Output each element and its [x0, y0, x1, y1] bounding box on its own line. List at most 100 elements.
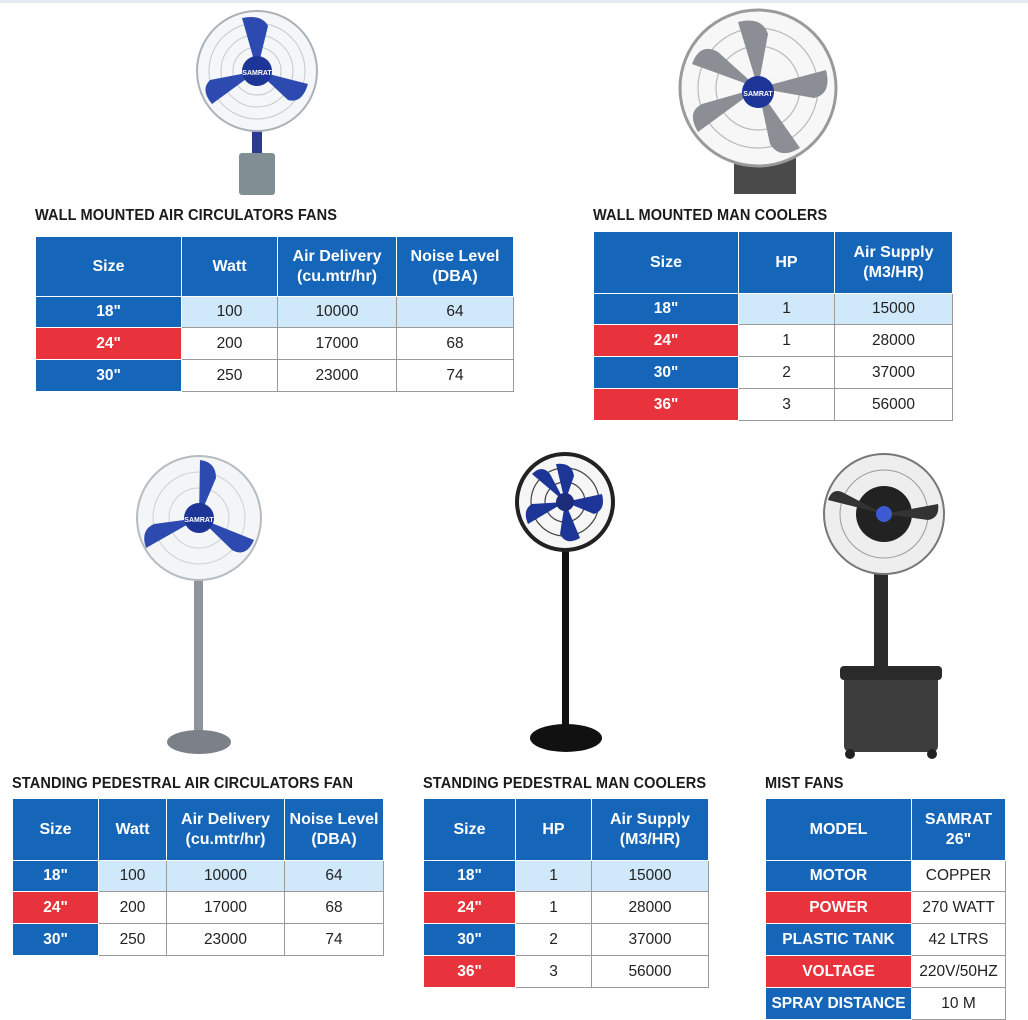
header-cell: Watt [181, 236, 278, 297]
size-cell: 24" [12, 891, 99, 924]
table-header-row: Size HP Air Supply (M3/HR) [423, 798, 709, 861]
table-row: MOTOR COPPER [765, 860, 1006, 892]
stand-air-table: Size Watt Air Delivery (cu.mtr/hr) Noise… [12, 798, 384, 956]
table-row: 36" 3 56000 [423, 955, 709, 988]
value-cell: 10000 [277, 296, 397, 328]
value-cell: 250 [98, 923, 167, 956]
value-cell: 100 [181, 296, 278, 328]
spec-label-cell: MOTOR [765, 860, 912, 892]
mist-table: MODEL SAMRAT 26" MOTOR COPPER POWER 270 … [765, 798, 1006, 1020]
table-row: SPRAY DISTANCE 10 M [765, 987, 1006, 1020]
svg-text:SAMRAT: SAMRAT [743, 91, 773, 98]
header-cell: Noise Level (DBA) [396, 236, 514, 297]
header-cell: SAMRAT 26" [911, 798, 1006, 861]
value-cell: COPPER [911, 860, 1006, 892]
value-cell: 23000 [277, 359, 397, 392]
header-cell: HP [515, 798, 592, 861]
value-cell: 270 WATT [911, 891, 1006, 924]
size-cell: 36" [423, 955, 516, 988]
spec-label-cell: SPRAY DISTANCE [765, 987, 912, 1020]
value-cell: 42 LTRS [911, 923, 1006, 956]
value-cell: 74 [396, 359, 514, 392]
value-cell: 68 [284, 891, 384, 924]
value-cell: 15000 [834, 293, 953, 325]
mist-fan-image [818, 452, 950, 762]
size-cell: 24" [35, 327, 182, 360]
table-header-row: Size Watt Air Delivery (cu.mtr/hr) Noise… [35, 236, 514, 297]
value-cell: 37000 [591, 923, 709, 956]
table-row: VOLTAGE 220V/50HZ [765, 955, 1006, 988]
wall-man-cooler-image: SAMRAT [668, 6, 850, 198]
value-cell: 3 [738, 388, 835, 421]
table-row: 30" 250 23000 74 [35, 359, 514, 392]
wall-man-title: WALL MOUNTED MAN COOLERS [593, 207, 828, 224]
value-cell: 56000 [591, 955, 709, 988]
table-row: 18" 1 15000 [593, 293, 953, 325]
size-cell: 30" [593, 356, 739, 389]
stand-air-title: STANDING PEDESTRAL AIR CIRCULATORS FAN [12, 775, 354, 792]
table-row: 36" 3 56000 [593, 388, 953, 421]
svg-text:SAMRAT: SAMRAT [242, 70, 272, 77]
table-row: 24" 200 17000 68 [35, 327, 514, 360]
value-cell: 2 [515, 923, 592, 956]
header-cell: HP [738, 231, 835, 294]
value-cell: 17000 [277, 327, 397, 360]
size-cell: 36" [593, 388, 739, 421]
table-header-row: MODEL SAMRAT 26" [765, 798, 1006, 861]
value-cell: 10 M [911, 987, 1006, 1020]
table-row: PLASTIC TANK 42 LTRS [765, 923, 1006, 956]
spec-label-cell: VOLTAGE [765, 955, 912, 988]
table-row: 30" 2 37000 [423, 923, 709, 956]
size-cell: 30" [12, 923, 99, 956]
top-border [0, 0, 1028, 3]
table-row: 30" 250 23000 74 [12, 923, 384, 956]
table-row: 18" 100 10000 64 [35, 296, 514, 328]
value-cell: 23000 [166, 923, 285, 956]
stand-man-table: Size HP Air Supply (M3/HR) 18" 1 15000 2… [423, 798, 709, 988]
size-cell: 18" [35, 296, 182, 328]
value-cell: 200 [181, 327, 278, 360]
value-cell: 74 [284, 923, 384, 956]
header-cell: Size [35, 236, 182, 297]
standing-air-circulator-fan-image: SAMRAT [132, 452, 266, 758]
header-cell: Air Delivery (cu.mtr/hr) [166, 798, 285, 861]
wall-man-table: Size HP Air Supply (M3/HR) 18" 1 15000 2… [593, 231, 953, 421]
value-cell: 250 [181, 359, 278, 392]
table-header-row: Size HP Air Supply (M3/HR) [593, 231, 953, 294]
value-cell: 1 [738, 293, 835, 325]
header-cell: MODEL [765, 798, 912, 861]
size-cell: 30" [423, 923, 516, 956]
value-cell: 220V/50HZ [911, 955, 1006, 988]
value-cell: 2 [738, 356, 835, 389]
table-row: 30" 2 37000 [593, 356, 953, 389]
header-cell: Watt [98, 798, 167, 861]
header-cell: Size [12, 798, 99, 861]
size-cell: 18" [12, 860, 99, 892]
standing-man-cooler-image [510, 452, 620, 758]
value-cell: 100 [98, 860, 167, 892]
wall-air-table: Size Watt Air Delivery (cu.mtr/hr) Noise… [35, 236, 514, 392]
wall-air-title: WALL MOUNTED AIR CIRCULATORS FANS [35, 207, 338, 224]
table-row: POWER 270 WATT [765, 891, 1006, 924]
value-cell: 1 [515, 860, 592, 892]
table-row: 24" 200 17000 68 [12, 891, 384, 924]
value-cell: 200 [98, 891, 167, 924]
value-cell: 56000 [834, 388, 953, 421]
size-cell: 18" [593, 293, 739, 325]
value-cell: 64 [396, 296, 514, 328]
value-cell: 28000 [591, 891, 709, 924]
size-cell: 24" [593, 324, 739, 357]
spec-label-cell: POWER [765, 891, 912, 924]
value-cell: 1 [515, 891, 592, 924]
header-cell: Air Supply (M3/HR) [834, 231, 953, 294]
table-row: 18" 100 10000 64 [12, 860, 384, 892]
header-cell: Size [423, 798, 516, 861]
value-cell: 17000 [166, 891, 285, 924]
header-cell: Size [593, 231, 739, 294]
size-cell: 30" [35, 359, 182, 392]
value-cell: 15000 [591, 860, 709, 892]
table-header-row: Size Watt Air Delivery (cu.mtr/hr) Noise… [12, 798, 384, 861]
value-cell: 1 [738, 324, 835, 357]
value-cell: 37000 [834, 356, 953, 389]
size-cell: 18" [423, 860, 516, 892]
